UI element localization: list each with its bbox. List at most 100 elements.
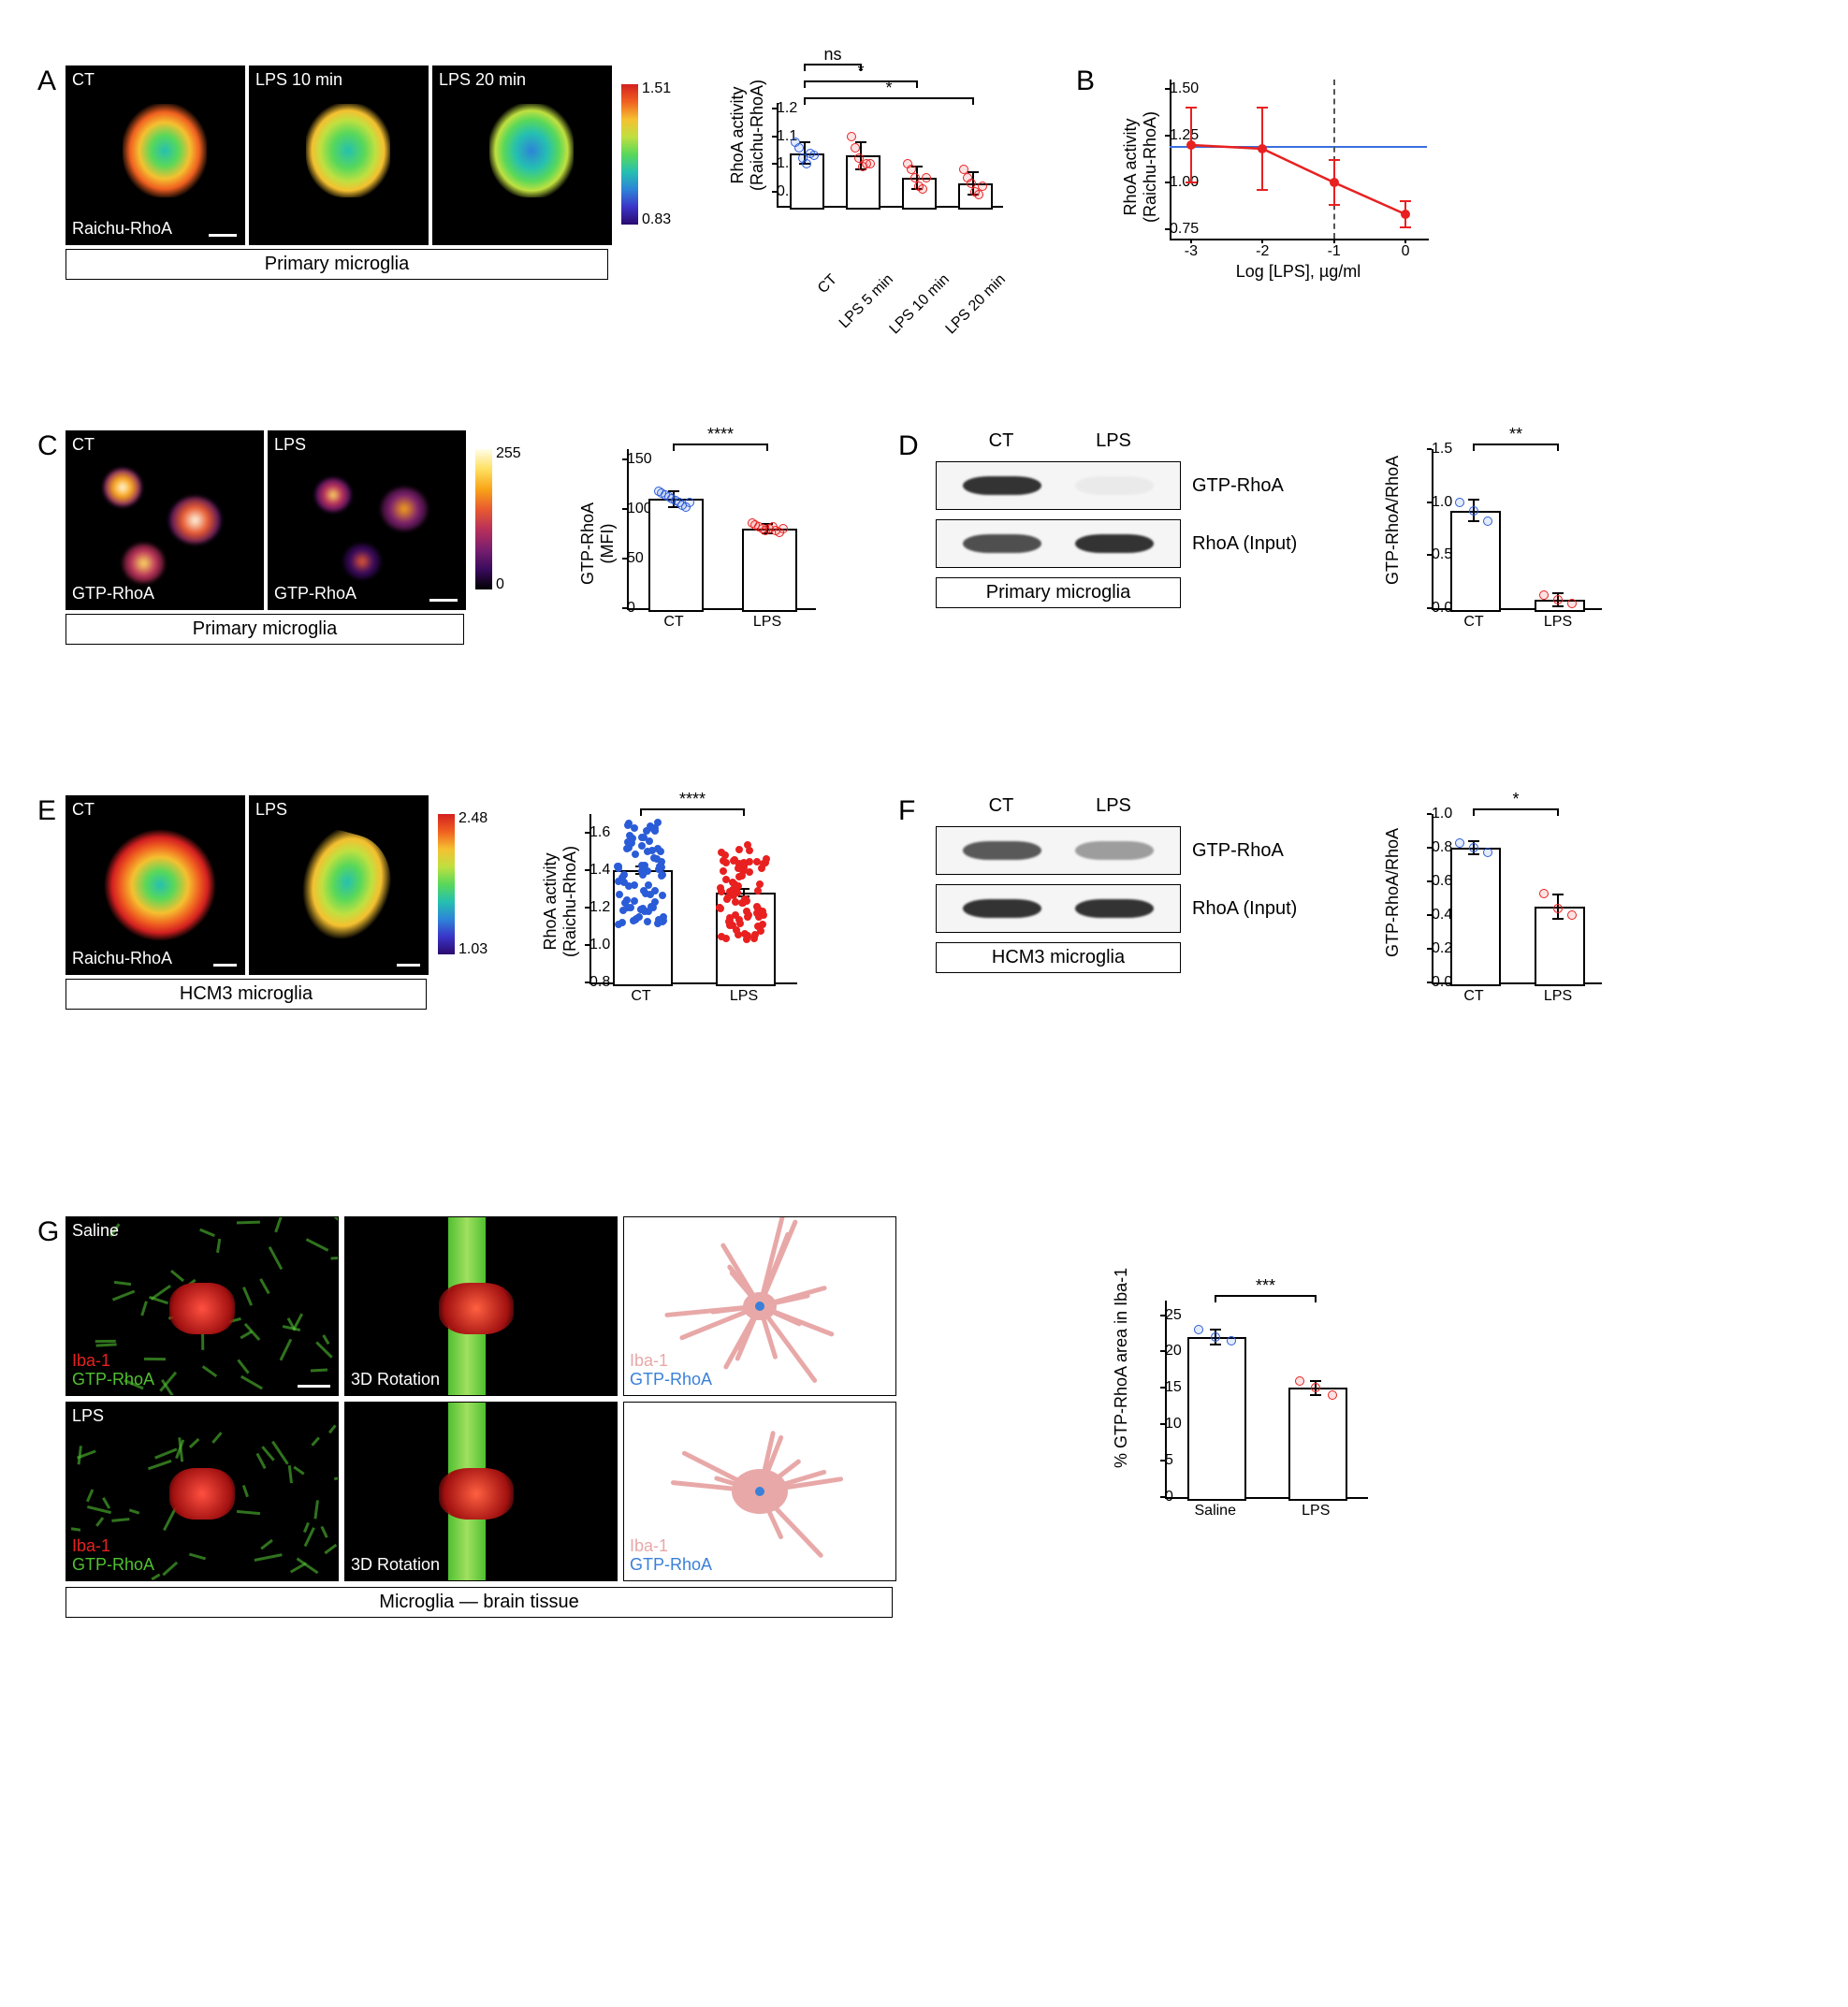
panel-a-img-lps10-title: LPS 10 min	[255, 70, 342, 90]
panel-a-img-lps20: LPS 20 min	[432, 65, 612, 245]
xtick: LPS	[1521, 988, 1595, 1005]
xtick: Saline	[1178, 1503, 1253, 1520]
ytick: 5	[1165, 1452, 1171, 1469]
colorbar-min: 0	[496, 576, 504, 593]
xtick: CT	[1436, 988, 1511, 1005]
panel-g-3d: 3D Rotation	[344, 1216, 618, 1396]
panel-g-3d: 3D Rotation	[344, 1402, 618, 1581]
panel-g-surface: Iba-1GTP-RhoA	[623, 1402, 896, 1581]
panel-g-merge: LPSIba-1GTP-RhoA	[65, 1402, 339, 1581]
ytick: 1.2	[777, 100, 782, 117]
panel-e-img-lps: LPS	[249, 795, 429, 975]
panel-d-chart: 0.00.51.01.5GTP-RhoA/RhoACTLPS**	[1366, 412, 1609, 646]
colorbar-max: 2.48	[458, 810, 487, 827]
ytick: 50	[627, 550, 633, 567]
ytick: 1.1	[777, 128, 782, 145]
ytick: 1.0	[589, 937, 595, 953]
panel-a-img-ct-title: CT	[72, 70, 95, 90]
scale-bar	[397, 964, 420, 967]
xtick: CT	[1436, 614, 1511, 631]
panel-b-chart: 0.751.001.251.50-3-2-10RhoA activity(Rai…	[1104, 65, 1441, 281]
panel-a-chart: 0.91.01.11.2RhoA activity(Raichu-RhoA)CT…	[711, 37, 1011, 290]
colorbar-min: 1.03	[458, 941, 487, 958]
ytick: 20	[1165, 1343, 1171, 1360]
ytick: 0.5	[1432, 546, 1437, 563]
panel-c-colorbar: 255 0	[470, 430, 521, 608]
ytick: 100	[627, 501, 633, 517]
ytick: 25	[1165, 1307, 1171, 1324]
panel-c-label: C	[37, 430, 58, 462]
ytick: 150	[627, 451, 633, 468]
panel-d-label: D	[898, 430, 919, 462]
panel-c-caption: Primary microglia	[65, 614, 464, 645]
colorbar-max: 255	[496, 445, 521, 462]
xtick: LPS	[730, 614, 805, 631]
ytick: 1.5	[1432, 441, 1437, 458]
blot-caption: Primary microglia	[936, 577, 1181, 608]
panel-a-images: CT Raichu-RhoA LPS 10 min LPS 20 min 1.5…	[65, 65, 667, 245]
blot-row	[936, 461, 1181, 510]
blot-row-label: RhoA (Input)	[1192, 898, 1297, 920]
panel-e-lps-title: LPS	[255, 800, 287, 820]
blot-lane-header: CT	[945, 430, 1057, 452]
panel-a: CT Raichu-RhoA LPS 10 min LPS 20 min 1.5…	[65, 65, 667, 280]
ytick: 0.6	[1432, 873, 1437, 890]
panel-g: SalineIba-1GTP-RhoA3D RotationIba-1GTP-R…	[65, 1216, 896, 1618]
panel-c-img-lps: LPS GTP-RhoA	[268, 430, 466, 610]
panel-a-img-ct-overlay: Raichu-RhoA	[72, 219, 172, 239]
panel-g-surface: Iba-1GTP-RhoA	[623, 1216, 896, 1396]
panel-e: CT Raichu-RhoA LPS 2.48 1.03 HCM3 microg…	[65, 795, 484, 1010]
panel-g-chart: 0510152025% GTP-RhoA area in Iba-1Saline…	[1095, 1263, 1375, 1534]
blot-row	[936, 826, 1181, 875]
ytick: 1.0	[1432, 494, 1437, 511]
blot-row-label: RhoA (Input)	[1192, 533, 1297, 555]
panel-a-img-lps20-title: LPS 20 min	[439, 70, 526, 90]
panel-a-label: A	[37, 65, 56, 97]
colorbar-min: 0.83	[642, 211, 671, 228]
ytick: 0.2	[1432, 940, 1437, 957]
panel-a-img-lps10: LPS 10 min	[249, 65, 429, 245]
panel-a-img-ct: CT Raichu-RhoA	[65, 65, 245, 245]
xtick: LPS	[706, 988, 781, 1005]
panel-f-chart: 0.00.20.40.60.81.0GTP-RhoA/RhoACTLPS*	[1366, 777, 1609, 1020]
panel-d: CTLPS GTP-RhoA RhoA (Input) Primary microgl…	[936, 430, 1297, 608]
ytick: 1.4	[589, 862, 595, 879]
panel-c-ct-overlay: GTP-RhoA	[72, 584, 154, 604]
ytick: 15	[1165, 1379, 1171, 1396]
scale-bar	[429, 599, 458, 602]
ytick: 1.2	[589, 899, 595, 916]
ytick: 10	[1165, 1416, 1171, 1433]
panel-e-img-ct: CT Raichu-RhoA	[65, 795, 245, 975]
xtick: LPS	[1521, 614, 1595, 631]
ytick: 0.8	[1432, 839, 1437, 856]
ytick: 1.0	[777, 155, 782, 172]
blot-row-label: GTP-RhoA	[1192, 840, 1284, 862]
blot-row	[936, 884, 1181, 933]
scale-bar	[209, 234, 237, 237]
panel-f-label: F	[898, 795, 915, 827]
blot-lane-header: LPS	[1057, 795, 1170, 817]
ytick: 0	[627, 600, 633, 617]
panel-b-label: B	[1076, 65, 1095, 97]
blot-row-label: GTP-RhoA	[1192, 475, 1284, 497]
panel-e-ct-title: CT	[72, 800, 95, 820]
ytick: 1.6	[589, 824, 595, 841]
ytick: 1.0	[1432, 806, 1437, 822]
panel-c-lps-title: LPS	[274, 435, 306, 455]
panel-a-caption: Primary microglia	[65, 249, 608, 280]
ytick: 0.9	[777, 183, 782, 200]
colorbar-max: 1.51	[642, 80, 671, 97]
panel-c-ct-title: CT	[72, 435, 95, 455]
blot-lane-header: CT	[945, 795, 1057, 817]
panel-f: CTLPS GTP-RhoA RhoA (Input) HCM3 microglia	[936, 795, 1297, 973]
blot-lane-header: LPS	[1057, 430, 1170, 452]
panel-g-label: G	[37, 1216, 59, 1248]
figure-root: A CT Raichu-RhoA LPS 10 min LPS 20 min	[37, 37, 1811, 1722]
panel-c-lps-overlay: GTP-RhoA	[274, 584, 357, 604]
blot-caption: HCM3 microglia	[936, 942, 1181, 973]
scale-bar	[213, 964, 237, 967]
panel-c-chart: 050100150GTP-RhoA(MFI)CTLPS****	[561, 412, 823, 646]
panel-c-img-ct: CT GTP-RhoA	[65, 430, 264, 610]
panel-e-label: E	[37, 795, 56, 827]
panel-c: CT GTP-RhoA LPS GTP-RhoA 255 0 Primary m…	[65, 430, 521, 645]
